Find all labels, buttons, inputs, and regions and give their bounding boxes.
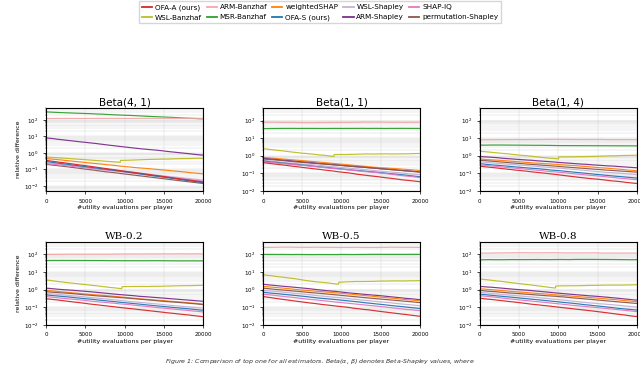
Title: WB-0.8: WB-0.8 [539, 232, 577, 241]
X-axis label: #utility evaluations per player: #utility evaluations per player [293, 205, 390, 210]
Legend: OFA-A (ours), WSL-Banzhaf, ARM-Banzhaf, MSR-Banzhaf, weightedSHAP, OFA-S (ours),: OFA-A (ours), WSL-Banzhaf, ARM-Banzhaf, … [139, 1, 501, 23]
Title: Beta(1, 4): Beta(1, 4) [532, 98, 584, 108]
X-axis label: #utility evaluations per player: #utility evaluations per player [510, 339, 606, 344]
Title: Beta(1, 1): Beta(1, 1) [316, 98, 367, 108]
Y-axis label: relative difference: relative difference [16, 255, 21, 312]
X-axis label: #utility evaluations per player: #utility evaluations per player [77, 205, 173, 210]
Title: WB-0.5: WB-0.5 [322, 232, 361, 241]
Text: Figure 1: Comparison of top one for all estimators. Beta($\alpha$, $\beta$) deno: Figure 1: Comparison of top one for all … [165, 357, 475, 366]
Y-axis label: relative difference: relative difference [16, 121, 21, 178]
X-axis label: #utility evaluations per player: #utility evaluations per player [293, 339, 390, 344]
X-axis label: #utility evaluations per player: #utility evaluations per player [510, 205, 606, 210]
X-axis label: #utility evaluations per player: #utility evaluations per player [77, 339, 173, 344]
Title: Beta(4, 1): Beta(4, 1) [99, 98, 150, 108]
Title: WB-0.2: WB-0.2 [106, 232, 144, 241]
